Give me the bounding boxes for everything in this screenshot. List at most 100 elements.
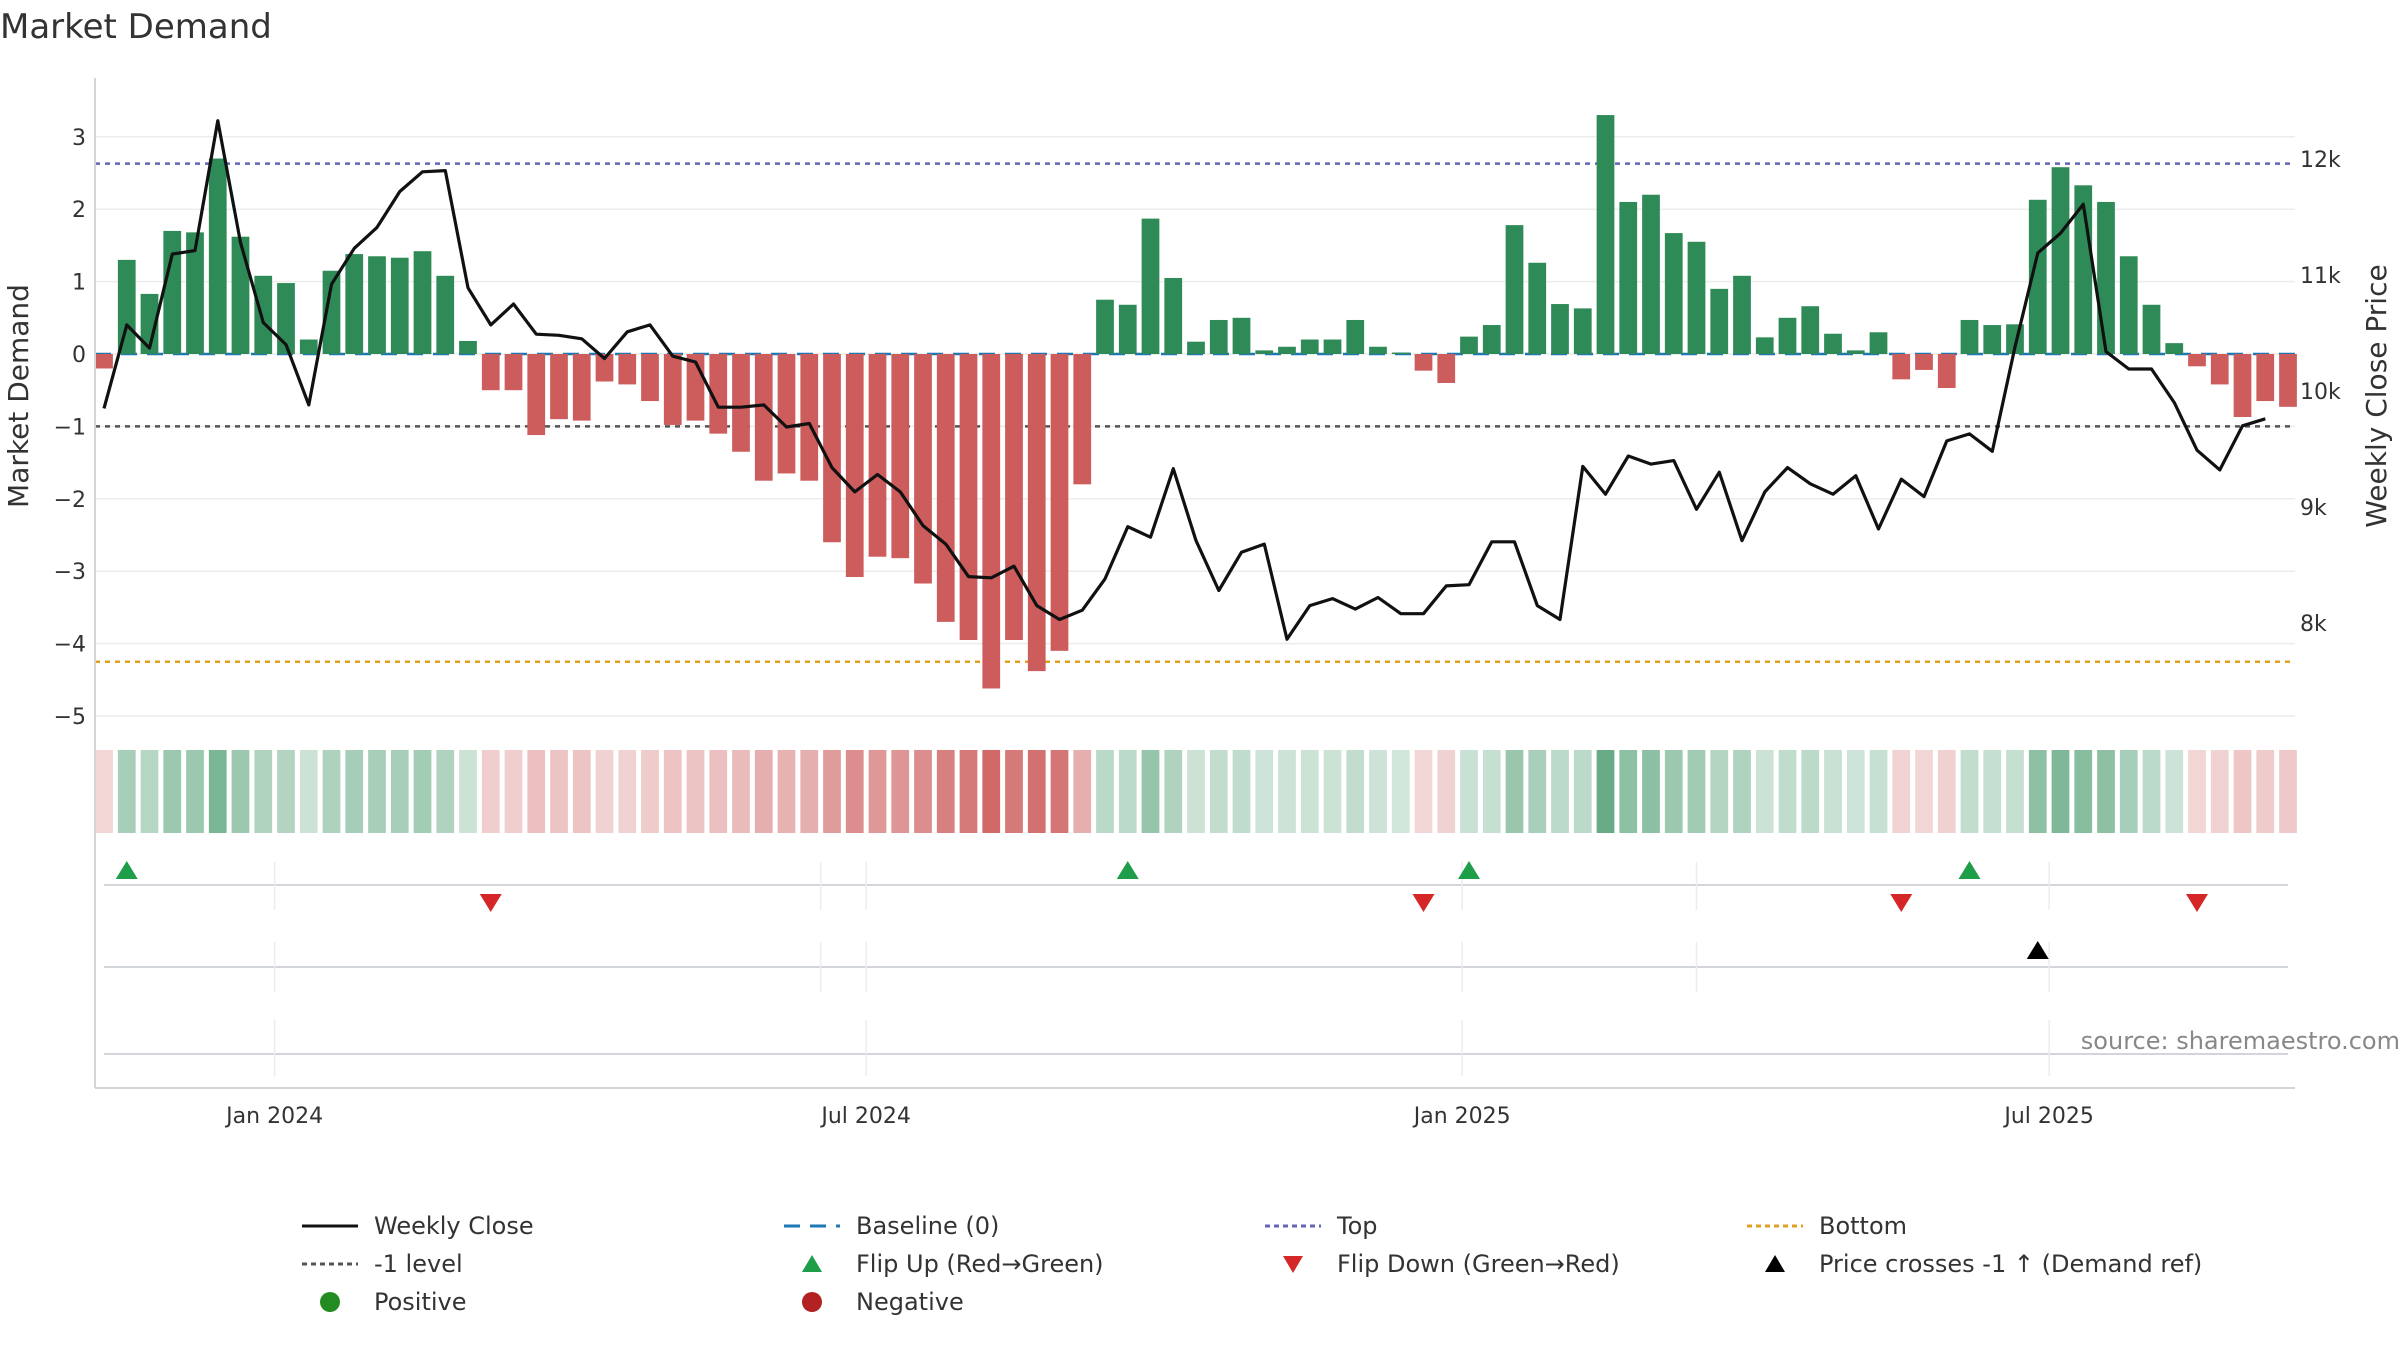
legend-item: Baseline (0) — [782, 1212, 999, 1240]
heat-cell — [1460, 750, 1478, 833]
demand-bar — [663, 354, 682, 425]
flip-up-marker — [1958, 861, 1981, 879]
heat-cell — [2233, 750, 2252, 833]
heat-cell — [936, 750, 955, 833]
demand-bar — [2097, 201, 2115, 354]
demand-bar — [1505, 225, 1524, 354]
heat-cell — [1505, 750, 1524, 833]
demand-bar — [1323, 339, 1342, 354]
demand-bar — [117, 259, 136, 354]
demand-bar — [2279, 354, 2297, 407]
demand-bar — [1869, 332, 1888, 354]
legend-label: Flip Up (Red→Green) — [856, 1250, 1104, 1278]
heat-cell — [413, 750, 432, 833]
heat-cell — [1005, 750, 1023, 833]
source-label: source: sharemaestro.com — [2081, 1027, 2400, 1055]
heat-cell — [504, 750, 523, 833]
demand-bar — [1846, 350, 1865, 354]
heat-cell — [299, 750, 318, 833]
heat-cell — [481, 750, 500, 833]
demand-bar — [2142, 304, 2161, 354]
y2-tick-label: 8k — [2300, 612, 2327, 637]
heat-cell — [1846, 750, 1865, 833]
price-cross-marker — [2026, 941, 2049, 959]
heat-cell — [1232, 750, 1251, 833]
demand-bar — [1960, 319, 1979, 354]
heat-cell — [208, 750, 227, 833]
flip-down-marker — [479, 894, 502, 912]
heat-cell — [663, 750, 682, 833]
heat-cell — [1892, 750, 1911, 833]
flip-down-marker — [2186, 894, 2208, 912]
legend-label: Bottom — [1819, 1212, 1908, 1240]
flip-down-marker — [1890, 894, 1913, 912]
y-tick-label: −4 — [54, 633, 86, 658]
heat-cell — [1278, 750, 1296, 833]
heat-cell — [1801, 750, 1820, 833]
heat-cell — [117, 750, 136, 833]
demand-bar — [1937, 354, 1956, 389]
demand-bar — [550, 354, 568, 420]
x-tick-label: Jan 2024 — [224, 1104, 323, 1129]
heat-cell — [2097, 750, 2115, 833]
legend-swatch — [300, 1214, 360, 1238]
chart-title: Market Demand — [0, 7, 272, 47]
heat-cell — [1619, 750, 1638, 833]
heat-cell — [1118, 750, 1137, 833]
heat-cell — [2028, 750, 2047, 833]
legend-label: -1 level — [374, 1250, 463, 1278]
legend-swatch — [1745, 1252, 1805, 1276]
demand-bar — [231, 236, 250, 354]
heat-cell — [891, 750, 910, 833]
demand-bar — [436, 275, 455, 354]
heat-cell — [345, 750, 364, 833]
heat-cell — [800, 750, 819, 833]
demand-bar — [1596, 115, 1615, 354]
demand-bar — [1369, 346, 1387, 354]
heat-cell — [709, 750, 728, 833]
heat-cell — [550, 750, 568, 833]
heat-cell — [777, 750, 796, 833]
heat-cell — [1596, 750, 1615, 833]
demand-bar — [936, 354, 955, 622]
demand-bar — [1278, 346, 1296, 354]
heat-cell — [1164, 750, 1183, 833]
heat-cell — [390, 750, 409, 833]
demand-bar — [618, 354, 637, 385]
demand-bar — [982, 354, 1001, 689]
demand-bar — [2051, 167, 2070, 354]
heat-cell — [1437, 750, 1456, 833]
heat-cell — [959, 750, 978, 833]
heat-cell — [1141, 750, 1160, 833]
demand-bar — [732, 354, 750, 452]
heat-cell — [641, 750, 659, 833]
demand-bar — [1118, 304, 1137, 354]
legend-swatch — [300, 1290, 360, 1314]
signal-markers — [115, 861, 2208, 959]
legend-label: Baseline (0) — [856, 1212, 1000, 1240]
y-tick-label: 2 — [72, 198, 86, 223]
heat-cell — [1482, 750, 1501, 833]
demand-bar — [322, 270, 341, 354]
legend-item: Weekly Close — [300, 1212, 534, 1240]
demand-bar — [777, 354, 796, 474]
heat-cell — [1755, 750, 1774, 833]
heat-cell — [1664, 750, 1683, 833]
demand-bar — [800, 354, 819, 481]
y2-tick-label: 9k — [2300, 496, 2327, 521]
heat-cell — [2006, 750, 2024, 833]
heat-cell — [459, 750, 477, 833]
demand-heat-strip — [95, 750, 2297, 833]
y-tick-label: −5 — [54, 705, 86, 730]
demand-bar — [1460, 336, 1478, 354]
heat-cell — [1778, 750, 1797, 833]
demand-bar — [1027, 354, 1046, 672]
y-tick-label: 3 — [72, 126, 86, 151]
demand-bar — [95, 354, 113, 369]
y2-tick-label: 10k — [2300, 380, 2341, 405]
heat-cell — [1096, 750, 1114, 833]
heat-cell — [1209, 750, 1228, 833]
y-tick-label: 1 — [72, 271, 86, 296]
demand-bar — [254, 275, 273, 354]
flip-up-marker — [1116, 861, 1139, 879]
